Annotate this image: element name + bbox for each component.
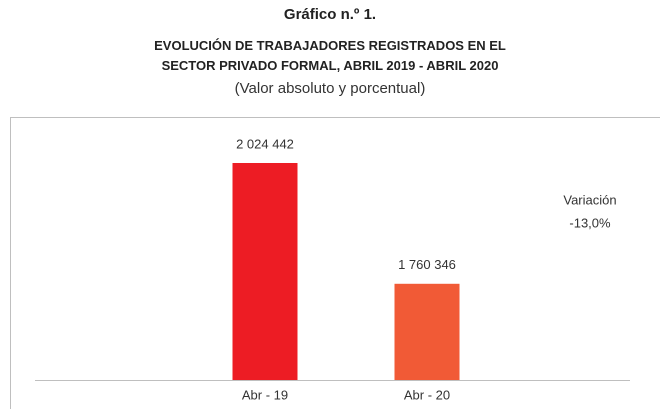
annotation: Variación (563, 192, 616, 207)
chart-title: Gráfico n.º 1. (283, 6, 377, 23)
plot-frame (10, 117, 660, 409)
bar (232, 162, 298, 380)
annotation: -13,0% (569, 215, 611, 230)
x-tick-label: Abr - 20 (404, 387, 450, 402)
chart-note: (Valor absoluto y porcentual) (234, 80, 426, 97)
chart-subtitle: EVOLUCIÓN DE TRABAJADORES REGISTRADOS EN… (154, 38, 506, 73)
x-tick-label: Abr - 19 (242, 387, 288, 402)
bar (394, 283, 460, 380)
data-label: 1 760 346 (398, 257, 456, 272)
data-label: 2 024 442 (236, 136, 294, 151)
